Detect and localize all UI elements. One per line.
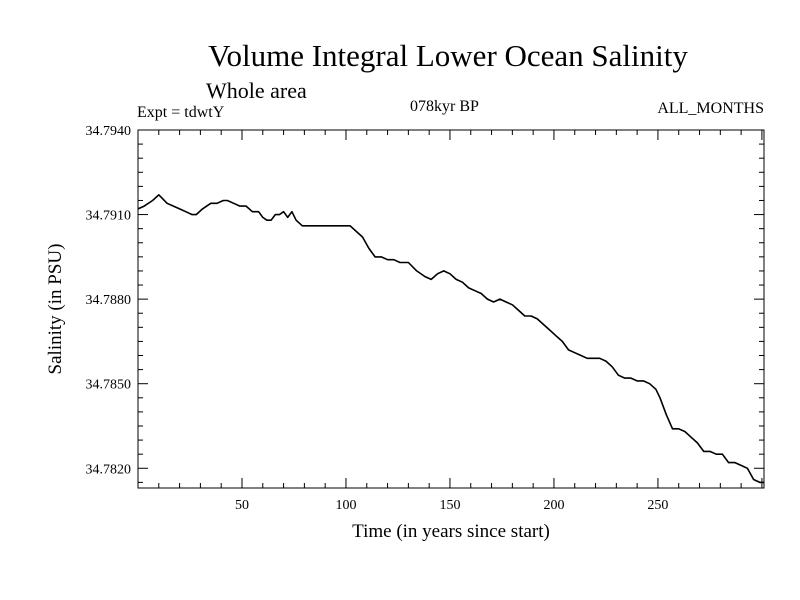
y-tick-label: 34.7910 — [86, 209, 132, 224]
salinity-line — [137, 194, 764, 484]
x-tick-label: 200 — [543, 498, 564, 513]
x-tick-label: 150 — [439, 498, 460, 513]
x-axis-title: Time (in years since start) — [352, 521, 550, 542]
y-tick-label: 34.7880 — [86, 293, 132, 308]
y-tick-label: 34.7850 — [86, 378, 132, 393]
y-axis-title: Salinity (in PSU) — [45, 244, 66, 375]
period-label: 078kyr BP — [410, 98, 479, 115]
plot-frame — [137, 129, 765, 489]
y-tick-label: 34.7940 — [86, 124, 132, 139]
chart-title: Volume Integral Lower Ocean Salinity — [208, 38, 688, 73]
chart-subtitle: Whole area — [206, 78, 307, 103]
x-tick-label: 50 — [235, 498, 249, 513]
x-tick-label: 100 — [335, 498, 356, 513]
months-label: ALL_MONTHS — [657, 100, 764, 117]
tick-labels: 50 100 150 200 250 34.7940 34.7910 34.7880 34.78… — [86, 124, 669, 513]
y-tick-label: 34.7820 — [86, 462, 132, 477]
axis-ticks — [138, 129, 764, 488]
experiment-label: Expt = tdwtY — [137, 104, 225, 121]
x-tick-label: 250 — [647, 498, 668, 513]
